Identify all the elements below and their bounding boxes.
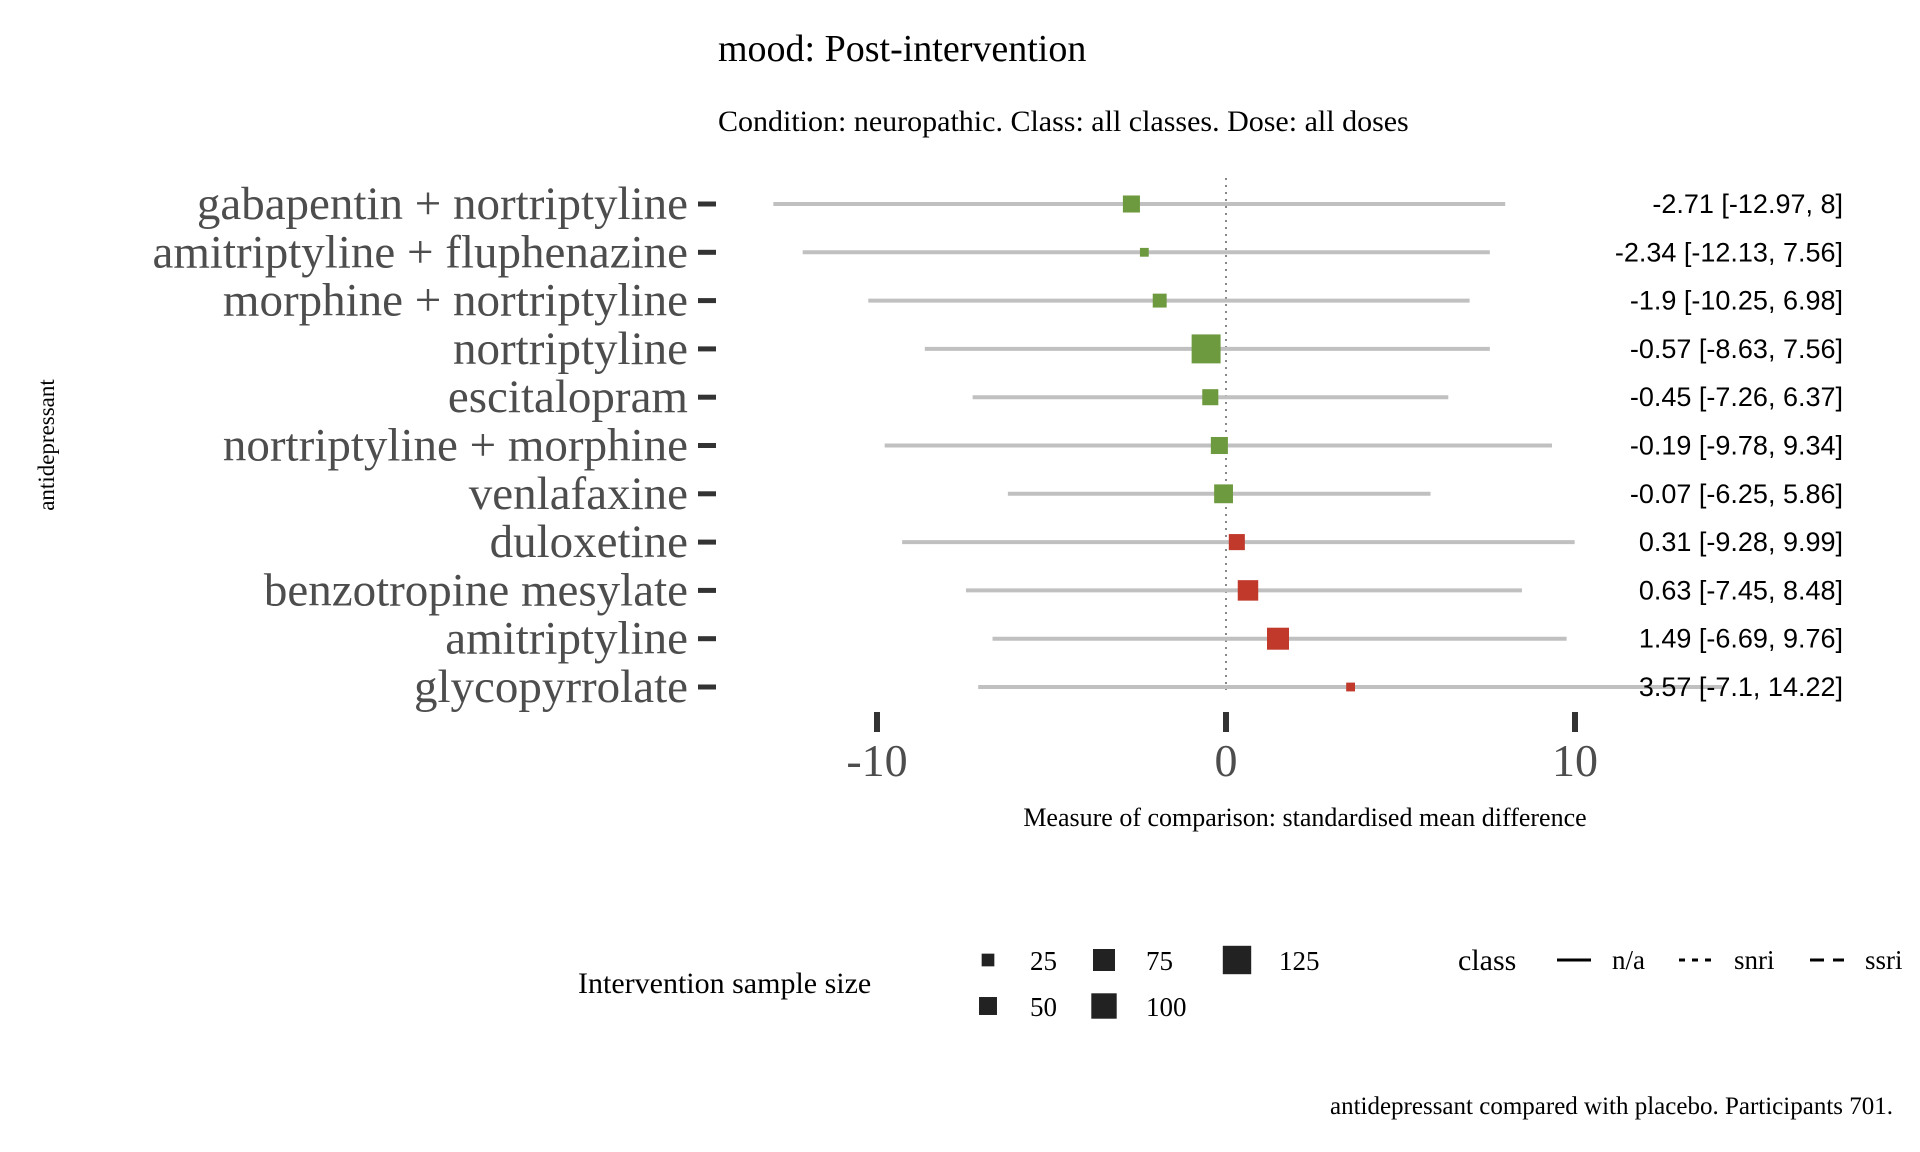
x-tick-mark [1572,712,1578,732]
legend-size-label: 125 [1279,946,1320,976]
x-tick-label: 0 [1215,735,1238,786]
y-tick-label: venlafaxine [469,468,688,520]
x-axis-title: Measure of comparison: standardised mean… [1023,803,1586,832]
estimate-label: -0.07 [-6.25, 5.86] [1630,479,1843,509]
point-estimate [1210,436,1228,455]
estimate-label: -2.34 [-12.13, 7.56] [1615,237,1843,267]
y-tick-mark [698,636,716,642]
y-tick-mark [698,684,716,690]
estimate-label: -1.9 [-10.25, 6.98] [1630,286,1843,316]
chart-subtitle: Condition: neuropathic. Class: all class… [718,105,1409,138]
estimate-label: 3.57 [-7.1, 14.22] [1639,672,1843,702]
y-tick-mark [698,539,716,545]
y-tick-mark [698,587,716,593]
y-axis-title: antidepressant [34,379,59,511]
y-tick-label: benzotropine mesylate [264,564,688,616]
legend-sample-size-title: Intervention sample size [578,967,871,1000]
legend-class-label: n/a [1612,945,1645,975]
chart-caption: antidepressant compared with placebo. Pa… [1330,1093,1893,1120]
legend-size-key [1091,993,1117,1019]
x-tick-label: -10 [846,735,907,786]
legend-sample-size: Intervention sample size 25 50 75 100 125 [578,945,1320,1022]
point-estimate [1346,682,1355,692]
estimate-label: 0.63 [-7.45, 8.48] [1639,575,1843,605]
y-tick-label: escitalopram [448,371,688,423]
legend-class-label: snri [1734,945,1775,975]
legend-size-key [981,953,995,967]
y-tick-mark [698,249,716,255]
y-tick-label: amitriptyline + fluphenazine [153,226,689,278]
y-tick-mark [698,394,716,400]
y-tick-label: duloxetine [490,516,688,568]
estimate-label: 0.31 [-9.28, 9.99] [1639,527,1843,557]
point-estimate [1152,293,1167,308]
legend-size-label: 25 [1030,946,1057,976]
legend-size-key [979,997,997,1015]
y-tick-label: glycopyrrolate [414,661,688,713]
plot-area: gabapentin + nortriptyline -2.71 [-12.97,… [153,178,1843,786]
y-tick-label: morphine + nortriptyline [223,275,688,327]
y-tick-mark [698,443,716,448]
y-tick-mark [698,491,716,497]
legend-size-label: 50 [1030,992,1057,1022]
legend-size-label: 100 [1146,992,1187,1022]
legend-class: class n/a snri ssri [1458,944,1903,977]
y-tick-mark [698,201,716,207]
point-estimate [1202,389,1219,406]
x-tick-label: 10 [1552,735,1598,786]
legend-size-label: 75 [1146,946,1173,976]
point-estimate [1214,484,1233,504]
legend-size-key [1222,945,1252,975]
point-estimate [1237,580,1259,601]
chart-title: mood: Post-intervention [718,28,1086,70]
legend-class-title: class [1458,944,1516,977]
legend-size-key [1093,949,1115,971]
point-estimate [1191,334,1221,364]
y-tick-label: nortriptyline [453,323,688,375]
y-tick-label: nortriptyline + morphine [223,420,688,472]
y-tick-mark [698,298,716,304]
y-tick-label: amitriptyline [445,613,688,665]
point-estimate [1228,534,1245,551]
point-estimate [1122,195,1140,213]
y-tick-label: gabapentin + nortriptyline [197,178,688,230]
estimate-label: -0.57 [-8.63, 7.56] [1630,334,1843,364]
estimate-label: 1.49 [-6.69, 9.76] [1639,624,1843,654]
point-estimate [1139,247,1149,257]
estimate-label: -0.19 [-9.78, 9.34] [1630,431,1843,461]
point-estimate [1267,627,1290,650]
legend-class-label: ssri [1865,945,1903,975]
y-tick-mark [698,346,716,352]
estimate-label: -2.71 [-12.97, 8] [1652,189,1843,219]
x-tick-mark [874,712,880,732]
estimate-label: -0.45 [-7.26, 6.37] [1630,382,1843,412]
x-tick-mark [1223,712,1229,732]
